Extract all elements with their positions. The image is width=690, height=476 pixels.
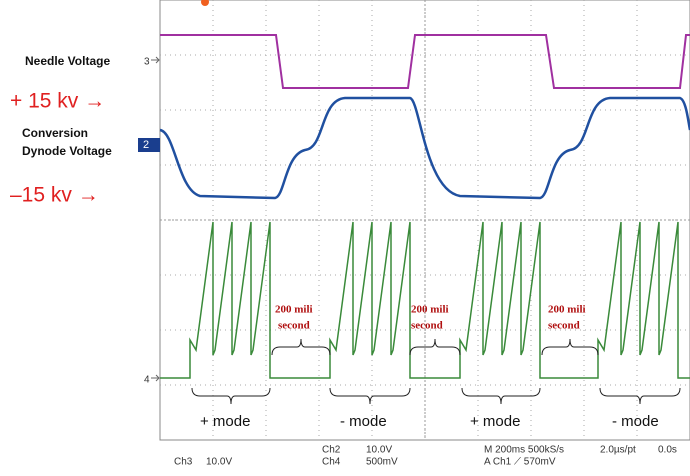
- gap-label: second: [278, 320, 310, 332]
- status-ch2-scale: 10.0V: [366, 445, 392, 456]
- mode-label: - mode: [340, 413, 387, 430]
- minus-15kv: –15 kv →: [10, 184, 99, 207]
- status-ch4-scale: 500mV: [366, 457, 398, 468]
- status-resolution: 2.0µs/pt: [600, 445, 636, 456]
- ch3-marker: 3: [144, 57, 150, 68]
- dynode-label: Dynode Voltage: [22, 144, 112, 158]
- ch3-arrow: [151, 56, 160, 64]
- status-offset: 0.0s: [658, 445, 677, 456]
- gap-label: 200 mili: [548, 304, 586, 316]
- needle-voltage-label: Needle Voltage: [25, 54, 110, 68]
- ch2-box: [138, 138, 160, 152]
- brace: [599, 387, 681, 405]
- status-ch4: Ch4: [322, 457, 341, 468]
- brace: [329, 387, 411, 405]
- brace: [191, 387, 271, 405]
- brace: [461, 387, 541, 405]
- trigger-marker: [201, 0, 209, 6]
- ch4-marker: 4: [144, 375, 150, 386]
- mode-label: + mode: [200, 413, 250, 430]
- ch2-marker: 2: [143, 139, 149, 151]
- status-ch3-scale: 10.0V: [206, 457, 232, 468]
- gap-label: 200 mili: [411, 304, 449, 316]
- needle-trace: [160, 34, 690, 89]
- status-trigger: A Ch1 ⟋ 570mV: [484, 457, 556, 468]
- mode-label: + mode: [470, 413, 520, 430]
- gap-label: second: [548, 320, 580, 332]
- brace: [271, 338, 331, 356]
- status-ch3: Ch3: [174, 457, 193, 468]
- status-timebase: M 200ms 500kS/s: [484, 445, 564, 456]
- status-ch2: Ch2: [322, 445, 341, 456]
- braces: [191, 338, 681, 405]
- mode-label: - mode: [612, 413, 659, 430]
- gap-label: second: [411, 320, 443, 332]
- brace: [409, 338, 461, 356]
- dynode-trace: [159, 96, 690, 200]
- ch4-arrow: [151, 374, 160, 382]
- conversion-label: Conversion: [22, 126, 88, 140]
- gap-label: 200 mili: [275, 304, 313, 316]
- plus-15kv: + 15 kv →: [10, 90, 105, 113]
- brace: [541, 338, 599, 356]
- signal-trace: [160, 221, 690, 379]
